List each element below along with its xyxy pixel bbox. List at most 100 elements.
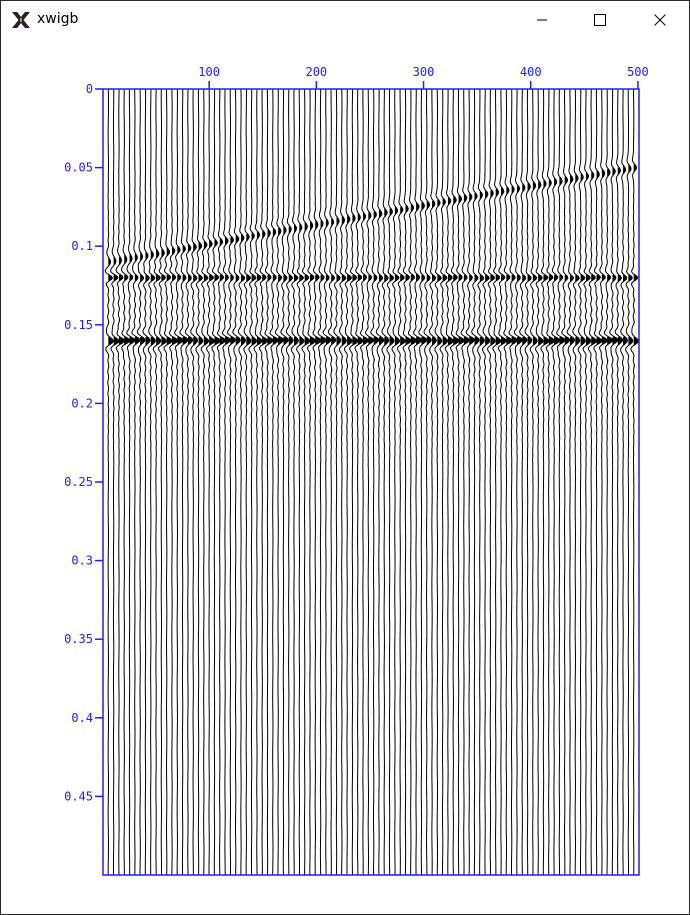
trace-fill	[129, 240, 135, 440]
trace-fill	[113, 211, 119, 411]
trace-fill	[585, 172, 591, 411]
y-tick-label: 0	[86, 82, 93, 96]
trace-26	[237, 88, 246, 876]
trace-18	[195, 88, 204, 876]
trace-86	[556, 88, 566, 875]
trace-11	[157, 88, 167, 876]
maximize-button[interactable]	[571, 1, 629, 39]
trace-line	[519, 88, 528, 876]
trace-43	[327, 88, 337, 876]
trace-line	[492, 88, 502, 876]
trace-fill	[118, 209, 125, 410]
trace-fill	[490, 190, 496, 445]
close-button[interactable]	[631, 1, 689, 39]
y-tick-label: 0.25	[64, 475, 93, 489]
trace-80	[524, 88, 533, 875]
trace-98	[620, 88, 628, 876]
trace-line	[423, 88, 432, 875]
trace-line	[322, 88, 332, 875]
trace-line	[327, 88, 337, 876]
wiggle-chart[interactable]: 100 200 300 400 500 0 0.05 0.1 0.15 0.2 0.25 0.3 0.3…	[1, 39, 689, 914]
trace-line	[391, 88, 401, 875]
trace-line	[396, 89, 406, 876]
trace-95	[603, 88, 614, 876]
trace-line	[259, 88, 268, 876]
trace-84	[545, 89, 555, 876]
trace-35	[285, 88, 294, 876]
trace-21	[211, 88, 221, 876]
trace-3	[115, 88, 125, 876]
trace-64	[439, 88, 449, 875]
trace-line	[232, 88, 241, 876]
trace-75	[497, 88, 507, 876]
trace-32	[269, 88, 279, 876]
trace-49	[360, 88, 369, 876]
trace-line	[343, 88, 353, 876]
trace-line	[147, 89, 156, 876]
trace-fill	[506, 187, 512, 421]
plot-frame	[102, 88, 640, 876]
trace-99	[625, 88, 634, 876]
trace-51	[370, 88, 380, 876]
trace-70	[471, 88, 480, 875]
trace-19	[200, 88, 210, 876]
trace-77	[508, 88, 518, 876]
y-tick-label: 0.4	[71, 711, 93, 725]
trace-100	[630, 88, 639, 876]
trace-line	[110, 88, 120, 876]
trace-96	[609, 88, 619, 876]
trace-line	[226, 88, 236, 876]
trace-line	[455, 88, 465, 876]
trace-6	[131, 89, 141, 876]
trace-56	[396, 89, 406, 876]
plot-area[interactable]: 100 200 300 400 500 0 0.05 0.1 0.15 0.2 0.25 0.3 0.3…	[1, 39, 689, 914]
trace-94	[598, 88, 608, 876]
trace-fill	[580, 173, 586, 413]
trace-line	[179, 89, 189, 876]
trace-88	[566, 88, 576, 876]
trace-59	[413, 89, 423, 876]
trace-line	[434, 88, 443, 876]
trace-line	[253, 88, 263, 876]
trace-line	[577, 88, 586, 876]
trace-line	[163, 89, 173, 876]
trace-71	[476, 88, 485, 876]
trace-14	[174, 88, 184, 875]
trace-52	[375, 88, 385, 876]
trace-line	[200, 88, 210, 876]
trace-25	[232, 88, 241, 876]
trace-fill	[347, 214, 353, 413]
trace-line	[551, 88, 561, 876]
trace-line	[370, 88, 380, 876]
trace-line	[312, 88, 322, 876]
trace-fill	[272, 228, 279, 428]
trace-fill	[134, 228, 140, 428]
trace-36	[290, 88, 299, 876]
trace-line	[121, 88, 131, 875]
trace-fill	[320, 220, 327, 407]
trace-fill	[225, 237, 231, 440]
trace-38	[301, 88, 311, 876]
trace-line	[593, 88, 603, 876]
trace-5	[126, 88, 136, 876]
title-bar[interactable]: xwigb	[1, 1, 689, 39]
trace-97	[614, 88, 624, 876]
maximize-icon	[594, 14, 606, 26]
trace-12	[163, 89, 173, 876]
trace-line	[508, 88, 518, 876]
trace-line	[152, 88, 162, 876]
trace-line	[407, 88, 417, 876]
trace-line	[386, 88, 395, 876]
trace-fill	[575, 173, 580, 425]
trace-line	[301, 88, 311, 876]
trace-line	[317, 88, 327, 876]
trace-line	[375, 88, 385, 876]
trace-fill	[198, 241, 203, 436]
trace-line	[444, 88, 454, 876]
trace-90	[577, 88, 586, 876]
minimize-button[interactable]	[513, 1, 571, 39]
trace-76	[503, 88, 513, 876]
trace-74	[492, 88, 502, 876]
trace-line	[587, 88, 597, 876]
